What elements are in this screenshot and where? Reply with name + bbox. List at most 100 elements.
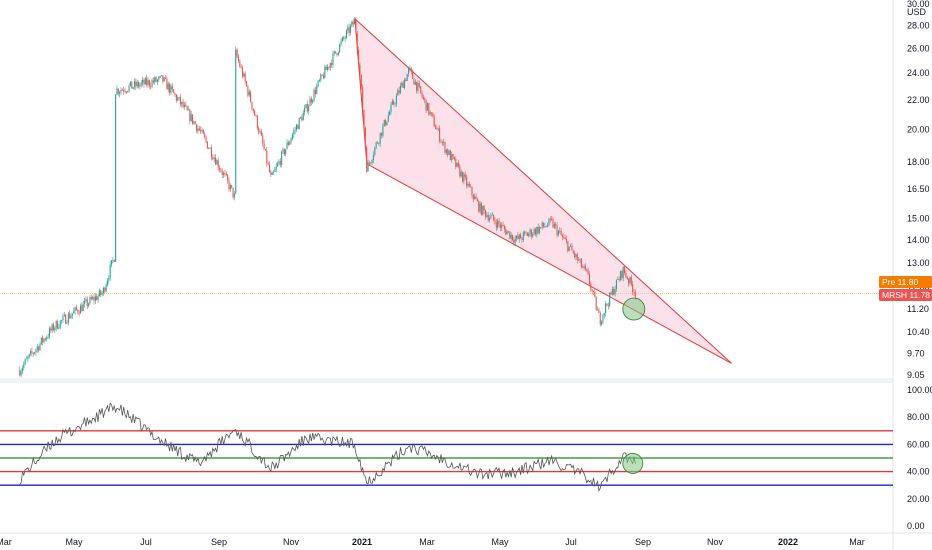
- candle-body: [123, 89, 125, 92]
- candle-body: [339, 44, 341, 53]
- candle-body: [584, 265, 586, 270]
- candle-body: [622, 266, 624, 279]
- candle-body: [117, 88, 119, 94]
- candle-body: [609, 292, 611, 306]
- candle-body: [460, 171, 462, 177]
- candle-body: [526, 233, 528, 236]
- candle-body: [629, 277, 631, 284]
- candle-body: [538, 227, 541, 233]
- candle-body: [459, 166, 461, 177]
- candle-body: [192, 114, 194, 124]
- candle-body: [125, 91, 127, 93]
- candle-body: [167, 83, 169, 90]
- candle-body: [385, 119, 387, 126]
- candle-body: [378, 143, 380, 145]
- candle-body: [44, 338, 46, 340]
- candle-body: [244, 73, 246, 82]
- candle-body: [113, 259, 115, 262]
- candle-body: [55, 320, 57, 328]
- candle-body: [281, 151, 283, 165]
- candle-body: [304, 107, 306, 113]
- time-tick-label: Mar: [849, 537, 865, 547]
- time-tick-label: May: [491, 537, 509, 547]
- candle-body: [548, 218, 550, 226]
- candle-body: [88, 303, 90, 306]
- candle-body: [615, 279, 617, 290]
- candle-body: [321, 74, 323, 76]
- candle-body: [389, 111, 391, 116]
- candle-body: [390, 104, 392, 112]
- candle-body: [62, 315, 64, 321]
- candle-body: [574, 252, 576, 257]
- candle-body: [142, 79, 144, 83]
- candle-body: [614, 289, 616, 295]
- candle-body: [547, 225, 549, 227]
- candle-body: [533, 229, 535, 235]
- price-axis[interactable]: 30.00 28.00 26.00 24.00 22.00 20.00 18.00 16.50…: [879, 0, 932, 380]
- candle-body: [518, 234, 520, 239]
- candle-body: [534, 229, 536, 235]
- candle-body: [236, 49, 238, 57]
- candle-body: [624, 266, 626, 273]
- price-tick-label: 10.40: [907, 327, 930, 337]
- candle-body: [170, 85, 172, 93]
- candle-body: [82, 303, 84, 312]
- candle-body: [509, 231, 511, 239]
- price-badge-text: Pre 11.80: [882, 277, 919, 287]
- rsi-axis[interactable]: 100.00 80.00 60.00 40.00 20.00 0.00: [907, 385, 932, 531]
- time-axis[interactable]: Mar May Jul Sep Nov 2021 Mar May Jul Sep Nov 2022 Ma…: [0, 532, 932, 547]
- candle-body: [444, 142, 446, 153]
- candle-body: [494, 219, 496, 223]
- candle-body: [206, 141, 208, 149]
- candle-body: [471, 187, 473, 195]
- time-tick-label: Jul: [565, 537, 577, 547]
- candle-body: [570, 245, 572, 247]
- candle-body: [156, 79, 158, 82]
- candle-body: [189, 109, 191, 121]
- rsi-highlight-circle: [622, 453, 644, 474]
- candle-body: [628, 279, 630, 284]
- candle-body: [421, 92, 423, 97]
- candle-body: [449, 150, 451, 161]
- candle-body: [366, 147, 368, 172]
- candle-body: [611, 289, 613, 295]
- candle-body: [344, 37, 346, 39]
- candle-body: [221, 171, 223, 175]
- candle-body: [278, 161, 280, 164]
- candle-body: [54, 327, 56, 331]
- candle-body: [300, 117, 302, 118]
- candle-body: [618, 279, 620, 280]
- candle-body: [433, 116, 435, 127]
- candle-body: [530, 229, 532, 237]
- candle-body: [329, 62, 331, 68]
- candle-body: [159, 76, 161, 77]
- candle-body: [325, 66, 327, 70]
- candle-body: [376, 142, 379, 144]
- candle-body: [495, 222, 497, 228]
- candle-body: [401, 82, 403, 86]
- candle-body: [318, 80, 320, 81]
- candle-body: [310, 98, 312, 103]
- candle-body: [592, 290, 595, 292]
- candle-body: [394, 103, 396, 105]
- candle-body: [181, 101, 183, 105]
- candle-body: [603, 312, 605, 316]
- candle-body: [70, 315, 72, 319]
- time-tick-label: Sep: [211, 537, 227, 547]
- candle-body: [196, 124, 198, 132]
- candle-body: [27, 357, 29, 359]
- candle-body: [506, 231, 508, 235]
- candle-body: [578, 260, 580, 261]
- candle-body: [537, 226, 539, 233]
- candle-body: [408, 68, 410, 75]
- candle-body: [557, 231, 559, 236]
- candle-body: [322, 75, 325, 79]
- candle-body: [264, 149, 266, 151]
- candle-body: [522, 232, 524, 240]
- rsi-tick-label: 80.00: [907, 412, 930, 422]
- candle-body: [382, 125, 384, 136]
- candle-body: [246, 81, 248, 87]
- candle-body: [162, 75, 164, 82]
- candle-body: [100, 290, 102, 295]
- candle-body: [601, 321, 603, 325]
